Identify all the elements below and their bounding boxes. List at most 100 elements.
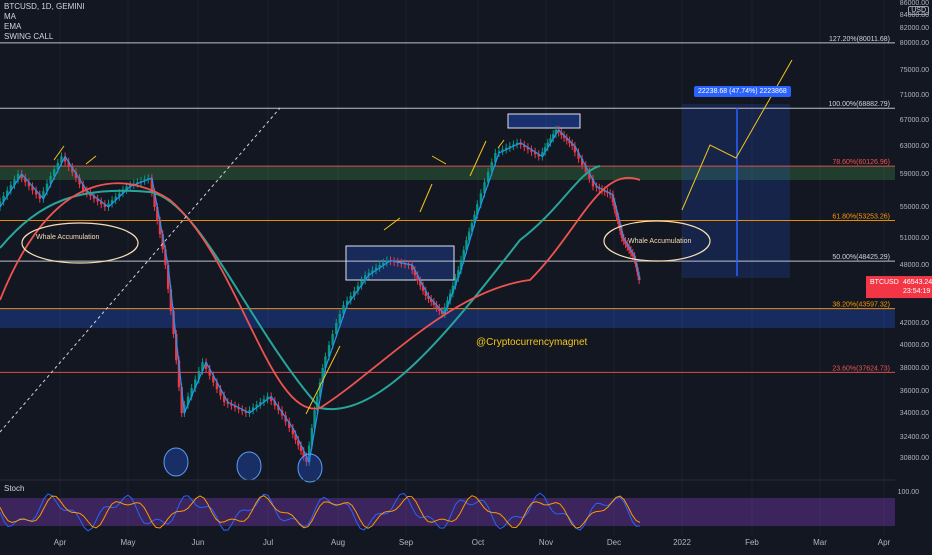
candle-body (219, 389, 222, 396)
legend-swing-call[interactable]: SWING CALL (4, 32, 54, 41)
candle-body (38, 194, 41, 199)
candle-body (611, 194, 615, 203)
candle-body (631, 253, 634, 256)
currency-badge[interactable]: USD (908, 6, 929, 15)
candle-body (443, 307, 446, 314)
candle-body (302, 451, 305, 457)
candle-body (512, 144, 515, 146)
candle-body (490, 162, 493, 172)
candle-body (31, 186, 34, 191)
candle-body (371, 270, 374, 273)
stoch-indicator-label[interactable]: Stoch (4, 484, 25, 493)
candle-body (110, 200, 114, 204)
legend-ma[interactable]: MA (4, 12, 16, 21)
fib-label: 61.80%(53253.26) (832, 214, 890, 221)
candle-body (186, 396, 190, 405)
candle-body (473, 214, 476, 224)
candle-body (470, 223, 474, 232)
candle-body (479, 193, 483, 205)
candle-body (156, 207, 159, 221)
chart-legend: BTCUSD, 1D, GEMINI MA EMA SWING CALL (4, 2, 84, 42)
whale-accumulation-left: Whale Accumulation (36, 234, 100, 241)
ma-slow-line (0, 165, 601, 411)
price-axis-tick: 34000.00 (900, 410, 929, 417)
candle-body (385, 260, 389, 263)
candle-body (331, 334, 334, 345)
candle-body (622, 238, 625, 241)
candle-body (591, 178, 595, 187)
legend-symbol: BTCUSD, 1D, GEMINI (4, 2, 85, 11)
candle-body (378, 265, 381, 268)
candle-body (465, 240, 468, 250)
legend-ema[interactable]: EMA (4, 22, 22, 31)
candle-body (310, 428, 314, 446)
candle-body (367, 272, 371, 276)
candle-body (67, 161, 70, 167)
candle-body (327, 345, 331, 357)
candle-body (180, 387, 183, 413)
time-axis-tick: Feb (745, 538, 759, 547)
candle-body (374, 267, 378, 271)
candle-body (305, 456, 308, 462)
time-axis-tick: Jun (192, 538, 205, 547)
candle-body (313, 410, 316, 428)
candle-body (554, 129, 558, 135)
stoch-k-line (0, 492, 641, 532)
candle-body (483, 182, 486, 194)
candle-body (2, 196, 5, 202)
candle-body (608, 193, 612, 195)
yellow-arrow (53, 145, 65, 161)
candle-body (177, 360, 181, 388)
candle-body (467, 231, 471, 241)
candle-body (411, 265, 414, 271)
price-tag-bg (866, 276, 932, 299)
candle-body (294, 434, 297, 441)
price-axis-tick: 40000.00 (900, 342, 929, 349)
whale-circle-right (603, 220, 711, 262)
candle-body (136, 182, 139, 184)
candle-body (603, 190, 606, 192)
candle-body (56, 162, 60, 170)
stoch-axis-tick: 100.00 (898, 489, 920, 496)
candle-body (100, 201, 103, 205)
fib-label: 100.00%(68882.79) (829, 101, 891, 108)
candle-body (89, 193, 92, 196)
candle-body (613, 202, 616, 210)
whale-accumulation-right: Whale Accumulation (628, 238, 692, 245)
candle-body (259, 402, 262, 405)
candle-body (335, 323, 338, 334)
candle-body (459, 259, 463, 271)
candle-body (197, 370, 201, 380)
time-axis-tick: Mar (813, 538, 827, 547)
time-axis-tick: Jul (263, 538, 273, 547)
candle-body (519, 142, 522, 145)
time-axis-tick: 2022 (673, 538, 691, 547)
candle-body (96, 198, 99, 202)
candle-body (20, 174, 23, 179)
candle-body (494, 153, 497, 163)
candle-body (577, 152, 580, 159)
candle-body (208, 368, 211, 376)
price-tag-symbol: BTCUSD (870, 279, 899, 286)
candle-body (241, 409, 244, 412)
yellow-arrow (419, 183, 433, 213)
candle-body (284, 415, 287, 422)
candle-body (0, 201, 2, 207)
candle-body (81, 184, 85, 191)
candle-body (429, 299, 433, 302)
bottom-marker (297, 453, 323, 483)
price-axis-tick: 84000.00 (900, 12, 929, 19)
candle-body (448, 293, 452, 301)
bottom-marker (236, 451, 262, 481)
price-axis-tick: 55000.00 (900, 204, 929, 211)
top-box (507, 113, 581, 129)
candle-body (617, 216, 620, 224)
candle-body (440, 311, 444, 314)
time-axis-tick: Oct (472, 538, 485, 547)
candle-body (543, 147, 547, 152)
price-tag-countdown: 23:54:19 (903, 288, 930, 295)
yellow-arrow (383, 217, 401, 231)
candle-body (606, 191, 609, 194)
candle-body (627, 247, 631, 250)
fib-label: 78.60%(60126.96) (832, 159, 890, 166)
